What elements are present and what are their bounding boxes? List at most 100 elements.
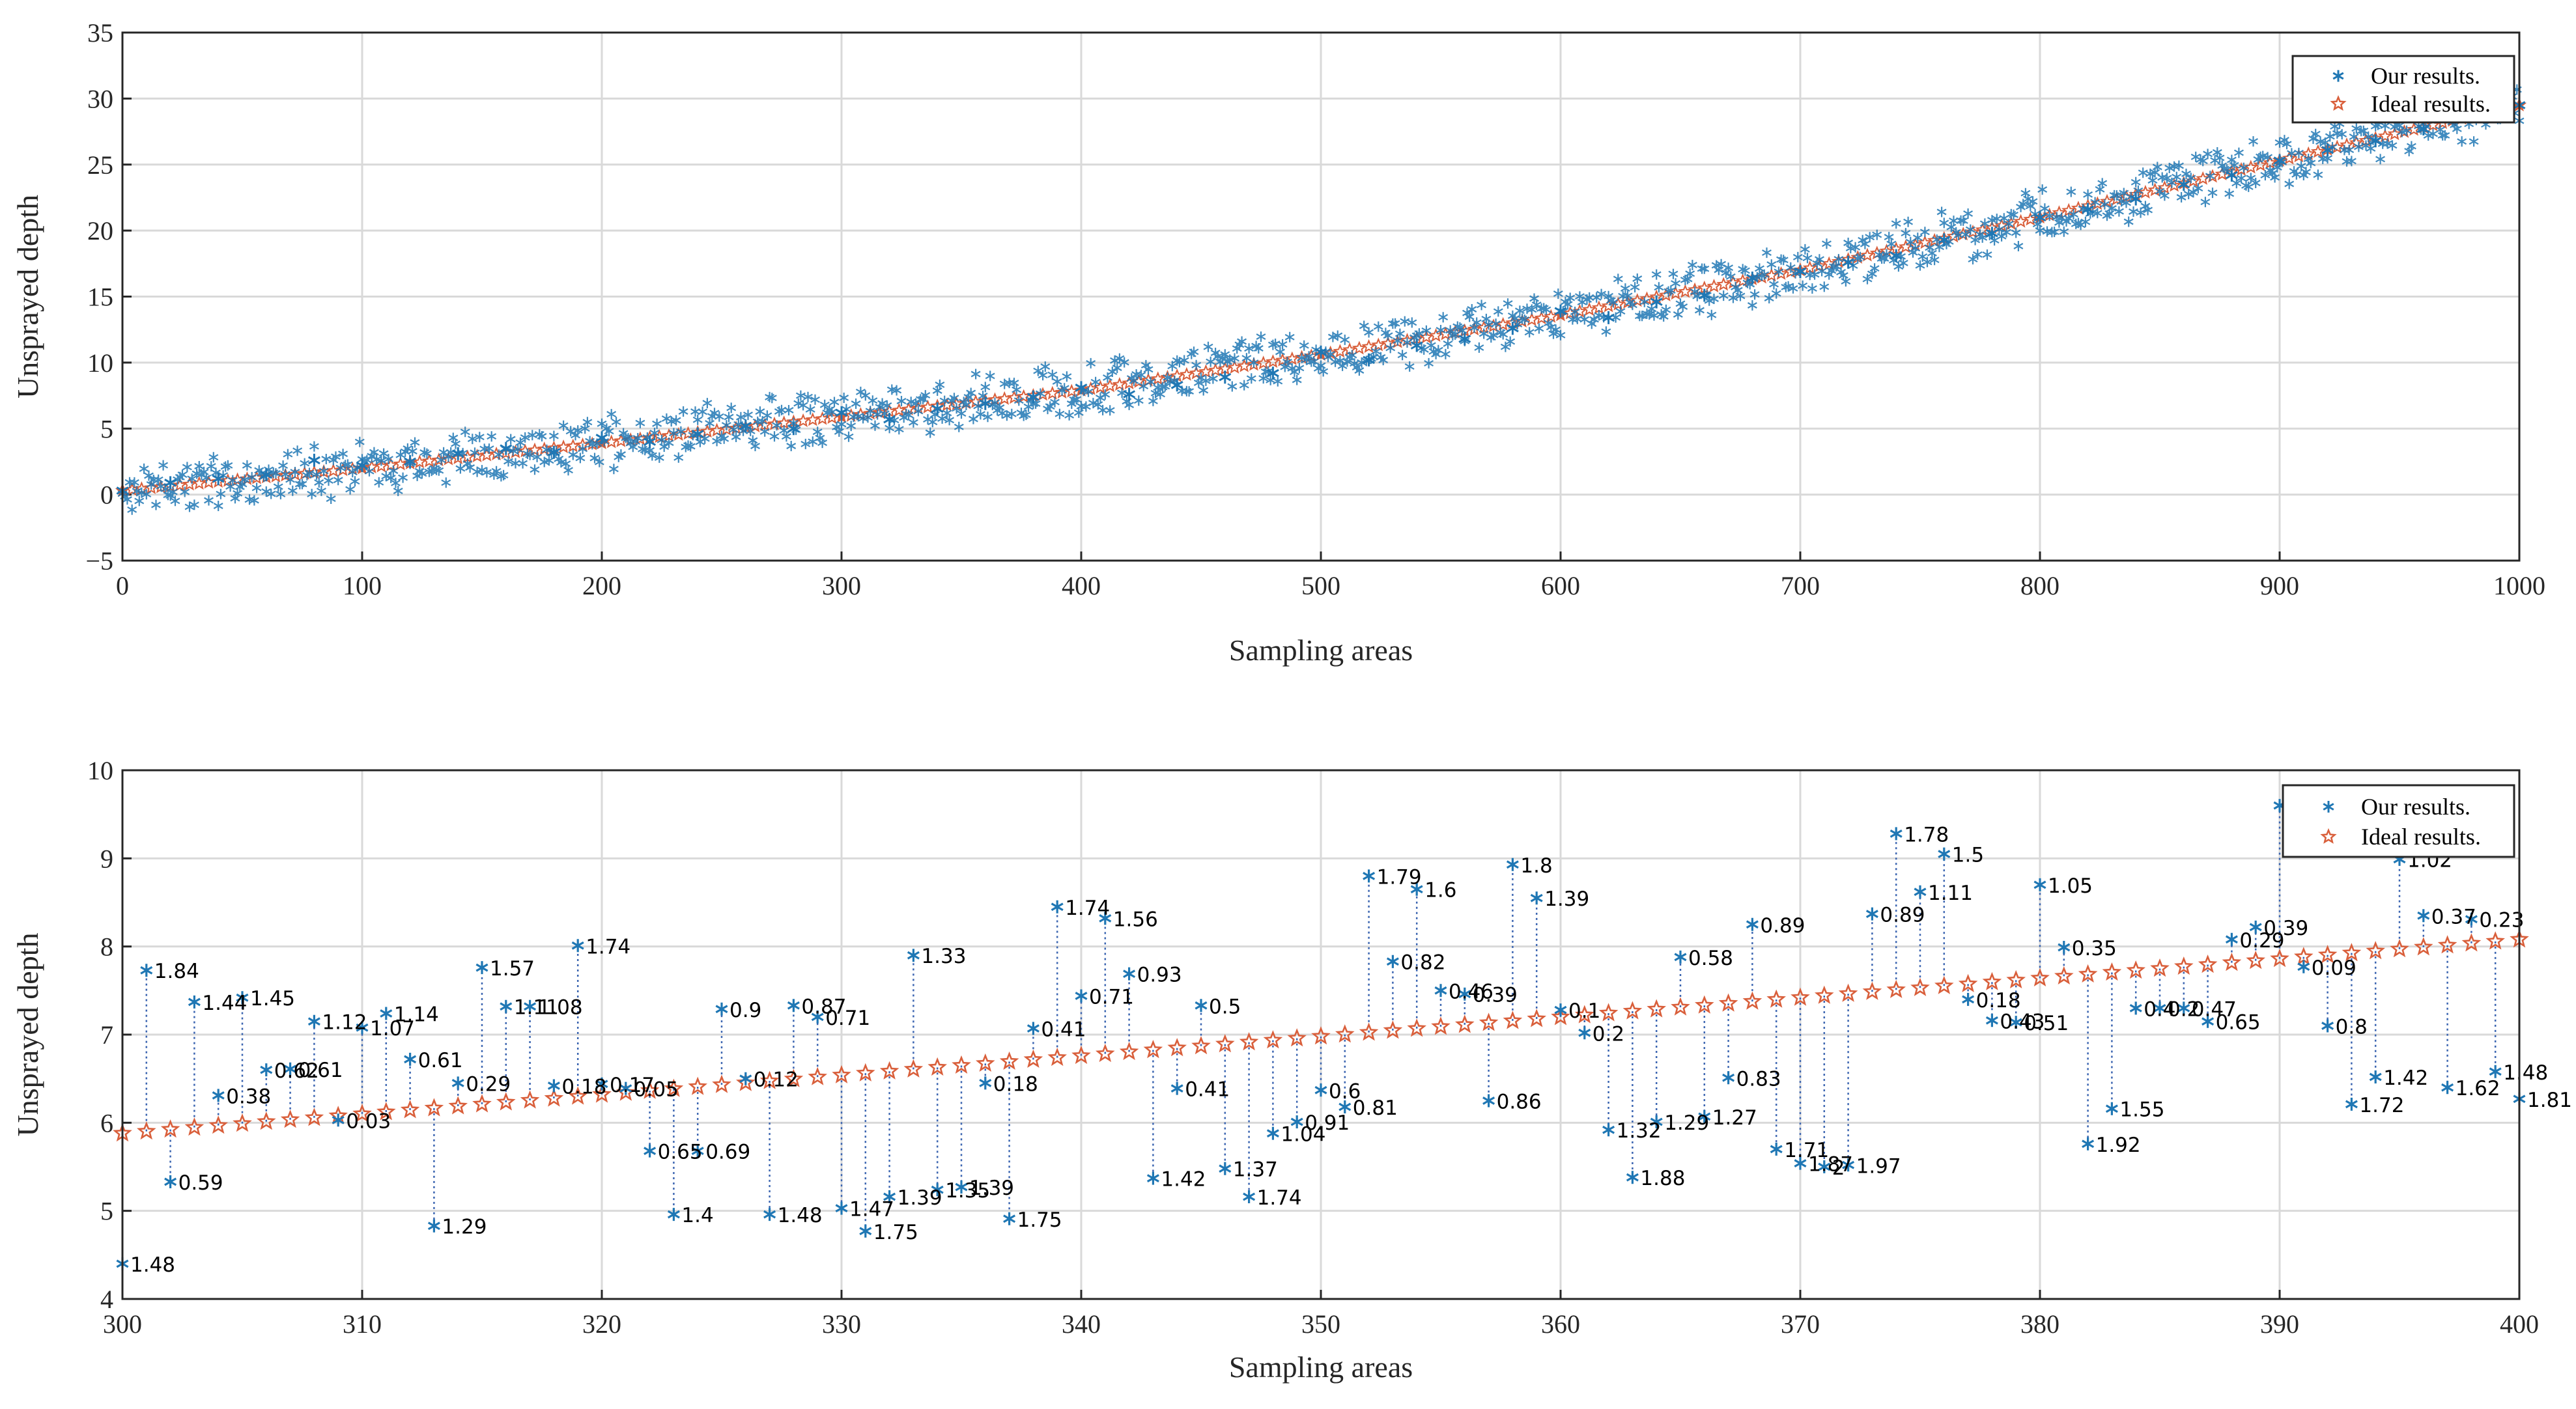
difference-label: 1.55 <box>2119 1098 2164 1122</box>
ideal-point <box>448 1096 468 1115</box>
y-tick-label: 25 <box>87 150 113 180</box>
ideal-point <box>1095 1043 1115 1063</box>
our-result-point <box>356 459 369 472</box>
ideal-point <box>1886 979 1906 998</box>
our-result-point <box>691 1144 704 1158</box>
difference-label: 1.92 <box>2096 1134 2141 1157</box>
our-result-point <box>500 441 513 455</box>
ideal-point <box>2317 945 2338 964</box>
ideal-point <box>808 1067 828 1085</box>
our-result-point <box>835 406 848 419</box>
ideal-point <box>1551 1007 1570 1025</box>
ideal-point <box>1335 1024 1355 1043</box>
our-result-point <box>2369 1070 2382 1083</box>
our-result-point <box>883 1190 896 1203</box>
top-legend: Our results.Ideal results. <box>2291 55 2515 124</box>
ideal-point <box>256 1111 276 1130</box>
difference-label: 0.29 <box>466 1072 511 1096</box>
ideal-point <box>616 1082 636 1101</box>
our-result-point <box>164 1175 177 1188</box>
difference-label: 1.39 <box>969 1177 1014 1200</box>
our-result-point <box>140 964 153 977</box>
ideal-point <box>233 1113 252 1132</box>
difference-label: 0.35 <box>2072 937 2117 960</box>
our-result-point <box>404 1052 417 1066</box>
our-result-point <box>1458 987 1471 1001</box>
difference-label: 0.8 <box>2336 1015 2368 1039</box>
difference-label: 1.29 <box>442 1216 487 1239</box>
ideal-point <box>2437 935 2457 954</box>
difference-label: 0.81 <box>1353 1096 1398 1120</box>
difference-label: 0.03 <box>346 1109 391 1133</box>
our-result-point <box>1842 1158 1855 1172</box>
difference-label: 1.74 <box>1257 1186 1302 1210</box>
our-result-point <box>787 422 800 436</box>
our-result-point <box>595 431 608 445</box>
our-result-point <box>2249 920 2262 934</box>
ideal-point <box>1982 971 2002 990</box>
our-result-point <box>1554 304 1567 318</box>
ideal-point <box>879 1061 899 1080</box>
bottom-tick-labels: 300 310 320 330 340 350 360 370 380 390 400 4 5 6 7 8 9 1… <box>87 756 2539 1339</box>
our-result-point <box>1962 992 1975 1006</box>
difference-label: 1.27 <box>1712 1106 1757 1130</box>
our-result-point <box>212 1089 225 1102</box>
difference-label: 0.58 <box>1688 947 1733 970</box>
y-tick-label: 30 <box>87 84 113 113</box>
difference-label: 1.84 <box>154 960 199 983</box>
difference-label: 1.81 <box>2527 1089 2572 1112</box>
our-result-point <box>212 472 225 486</box>
our-result-point <box>1266 1126 1279 1140</box>
our-result-point <box>2417 909 2430 923</box>
y-tick-label: 5 <box>100 1197 113 1226</box>
our-result-point <box>500 999 513 1013</box>
ideal-point <box>1047 1047 1068 1067</box>
our-result-point <box>1219 1162 1232 1175</box>
our-result-point <box>1363 353 1376 367</box>
ideal-point <box>568 1086 588 1105</box>
difference-label: 1.72 <box>2359 1094 2404 1117</box>
bottom-ideal-series <box>113 929 2529 1142</box>
our-result-point <box>164 476 177 490</box>
difference-label: 0.2 <box>1592 1022 1624 1046</box>
legend-box <box>2282 784 2515 858</box>
our-result-point <box>1842 255 1855 269</box>
ideal-point <box>1862 981 1882 1000</box>
ideal-point <box>2485 931 2506 950</box>
x-tick-label: 1000 <box>2493 571 2545 600</box>
y-tick-label: 15 <box>87 283 113 312</box>
ideal-point <box>1215 1034 1235 1053</box>
our-result-point <box>1530 891 1543 905</box>
x-tick-label: 800 <box>2020 571 2059 600</box>
our-result-point <box>739 1072 752 1085</box>
x-tick-label: 330 <box>822 1309 861 1339</box>
ideal-point <box>1790 987 1810 1006</box>
our-result-point <box>1602 311 1615 324</box>
ideal-point <box>2414 937 2433 956</box>
our-result-point <box>883 413 896 426</box>
our-result-point <box>380 1007 393 1020</box>
ideal-point <box>1359 1022 1379 1041</box>
ideal-point <box>927 1057 947 1076</box>
our-result-point <box>547 445 560 459</box>
our-result-point <box>475 961 488 975</box>
our-result-point <box>2153 1001 2166 1015</box>
our-result-point <box>1865 907 1878 921</box>
difference-label: 0.41 <box>1185 1078 1230 1102</box>
ideal-point <box>1694 995 1714 1014</box>
ideal-point <box>1718 993 1738 1012</box>
bottom-annotations: 1.481.840.591.440.381.450.620.611.120.03… <box>130 823 2572 1276</box>
difference-label: 1.48 <box>778 1204 823 1227</box>
our-result-point <box>2009 1016 2022 1029</box>
difference-label: 1.37 <box>1233 1158 1278 1182</box>
difference-label: 1.79 <box>1377 865 1422 889</box>
our-result-point <box>1026 1022 1040 1035</box>
our-result-point <box>715 1002 728 1016</box>
ideal-point <box>1454 1014 1475 1033</box>
ideal-point <box>1263 1030 1283 1049</box>
y-tick-label: 20 <box>87 216 113 245</box>
difference-label: 1.48 <box>2503 1061 2548 1085</box>
our-result-point <box>1746 917 1759 931</box>
x-tick-label: 310 <box>343 1309 382 1339</box>
our-result-point <box>2033 878 2046 891</box>
